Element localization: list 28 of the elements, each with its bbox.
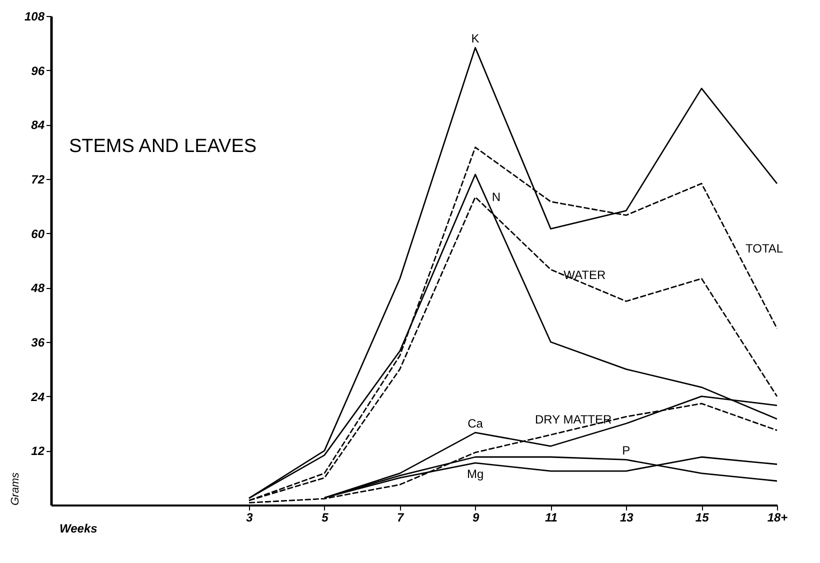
- x-tick-label: 9: [472, 510, 480, 524]
- text: STEMS AND LEAVES: [68, 136, 257, 157]
- x-tick-label: 18+: [767, 510, 788, 524]
- y-tick-label: 84: [31, 118, 45, 132]
- y-tick-label: 24: [30, 390, 45, 404]
- x-tick-label: 13: [620, 510, 634, 524]
- series-label: Ca: [468, 416, 484, 431]
- y-tick-label: 36: [31, 336, 45, 350]
- series-label: TOTAL: [746, 242, 784, 256]
- y-tick-label: 48: [30, 281, 45, 296]
- x-tick-label: 7: [397, 510, 406, 524]
- x-tick-label: 3: [246, 510, 254, 524]
- y-tick-label: 12: [31, 444, 45, 458]
- x-axis-title: Weeks: [60, 522, 98, 536]
- series-label: N: [492, 190, 500, 204]
- series-label: Mg: [466, 466, 484, 481]
- series-label: K: [471, 32, 480, 46]
- series-label: P: [622, 444, 630, 458]
- y-axis-title: Grams: [9, 472, 22, 506]
- y-tick-label: 96: [31, 64, 45, 78]
- series-label: WATER: [564, 268, 606, 282]
- y-tick-label: 60: [31, 226, 45, 241]
- series-label: DRY MATTER: [535, 412, 612, 426]
- x-tick-label: 11: [544, 510, 558, 524]
- y-tick-label: 108: [24, 10, 45, 24]
- y-tick-label: 72: [31, 172, 45, 186]
- x-tick-label: 5: [322, 510, 329, 524]
- x-tick-label: 15: [695, 510, 710, 524]
